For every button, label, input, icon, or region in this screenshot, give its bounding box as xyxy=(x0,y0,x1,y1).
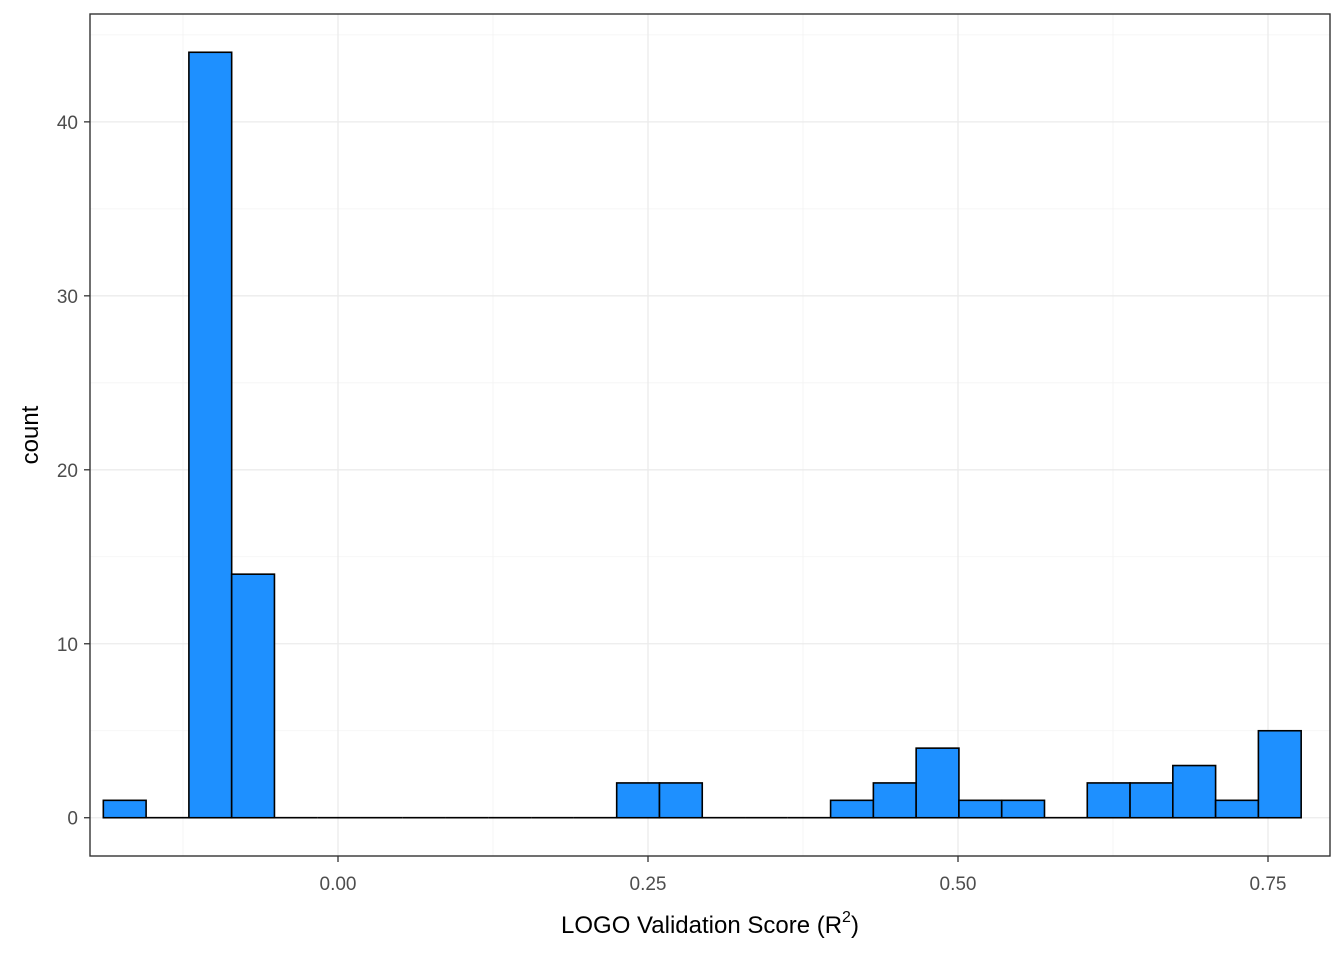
y-axis-title: count xyxy=(17,405,44,464)
y-tick-label: 30 xyxy=(57,287,78,308)
x-tick-label: 0.25 xyxy=(630,874,667,895)
y-axis: 0 10 20 30 40 xyxy=(57,113,90,830)
grid-lines xyxy=(90,14,1330,856)
x-axis-title: LOGO Validation Score (R2) xyxy=(561,909,859,939)
histogram-bar xyxy=(1214,799,1260,819)
histogram-bar xyxy=(1172,764,1217,819)
histogram-bar xyxy=(658,782,704,819)
histogram-bar xyxy=(1129,782,1174,819)
x-tick-label: 0.50 xyxy=(940,874,977,895)
y-tick-label: 20 xyxy=(57,461,78,482)
x-tick-label: 0.75 xyxy=(1250,874,1287,895)
histogram-bar xyxy=(1257,729,1302,819)
y-tick-label: 0 xyxy=(67,809,78,830)
y-tick-label: 40 xyxy=(57,113,78,134)
histogram-bar xyxy=(1086,782,1131,819)
histogram-bar xyxy=(915,747,960,819)
panel-border xyxy=(89,13,1331,857)
histogram-bar xyxy=(872,782,917,819)
histogram-bar xyxy=(1000,799,1046,819)
histogram-bars xyxy=(102,51,1302,819)
y-tick-label: 10 xyxy=(57,635,78,656)
histogram-bar xyxy=(615,782,661,819)
histogram-bar xyxy=(829,799,875,819)
histogram-bar xyxy=(230,573,276,819)
histogram-bar xyxy=(188,51,233,819)
histogram-bar xyxy=(102,799,147,819)
x-axis: 0.00 0.25 0.50 0.75 xyxy=(320,856,1287,895)
histogram-bar xyxy=(958,799,1003,819)
x-tick-label: 0.00 xyxy=(320,874,357,895)
